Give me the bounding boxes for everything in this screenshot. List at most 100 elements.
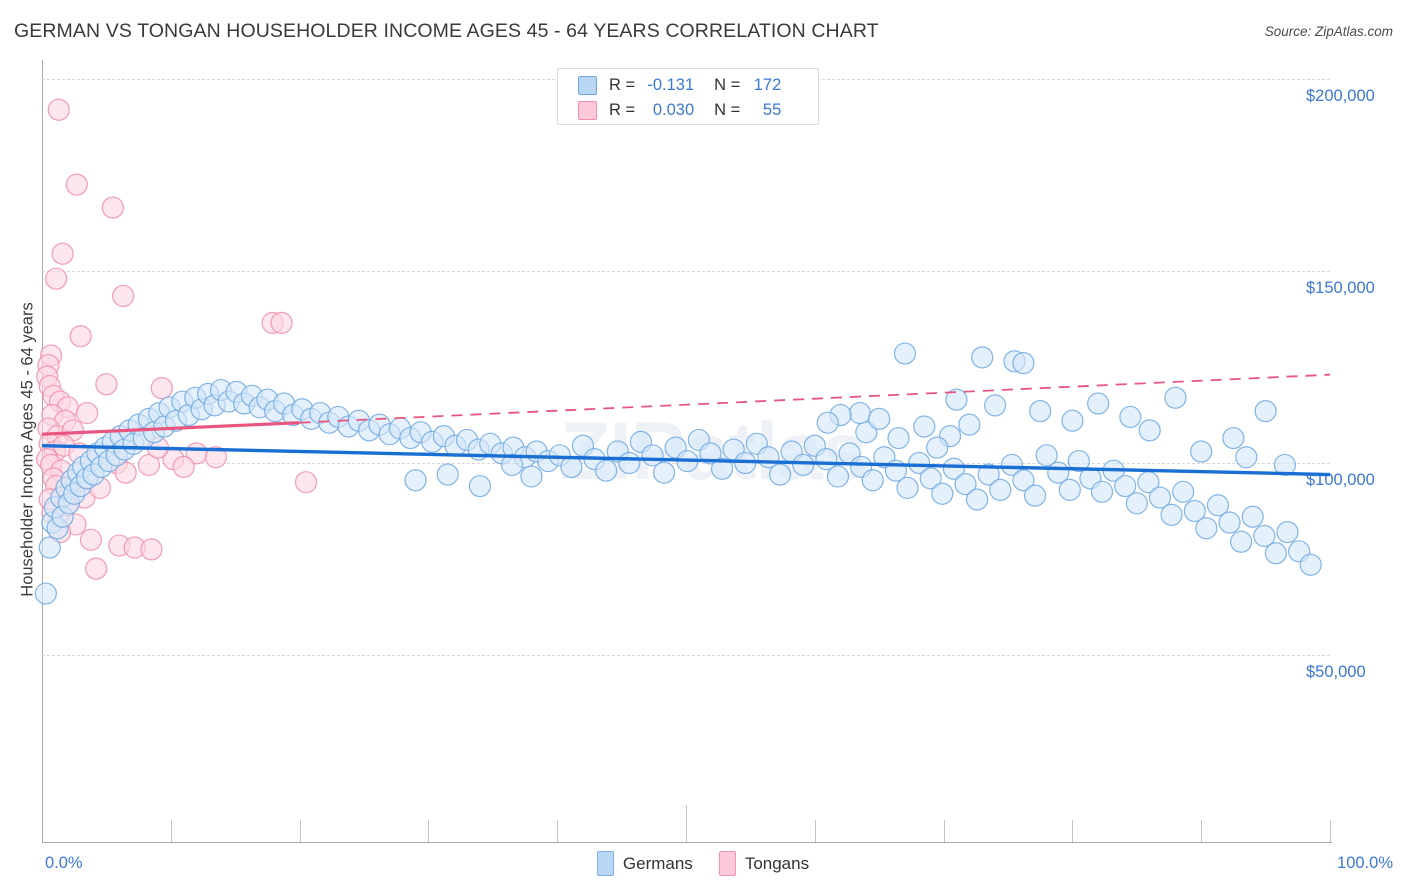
scatter-point <box>838 442 861 465</box>
scatter-point <box>378 423 401 446</box>
scatter-point <box>146 436 170 459</box>
scatter-point <box>122 432 145 455</box>
watermark-part1: ZIP <box>560 406 686 497</box>
y-tick-label-50000: $50,000 <box>1306 663 1366 681</box>
scatter-point <box>792 453 815 477</box>
germans-n-value: 172 <box>753 76 782 94</box>
scatter-point <box>1241 505 1264 528</box>
scatter-point <box>291 398 314 421</box>
scatter-point <box>48 390 72 413</box>
scatter-point <box>1029 400 1052 423</box>
scatter-point <box>931 482 954 505</box>
scatter-point <box>190 398 213 421</box>
scatter-point <box>1114 474 1137 498</box>
scatter-point <box>1206 494 1230 517</box>
scatter-point <box>88 476 112 500</box>
tongans-n-value: 55 <box>762 101 782 119</box>
scatter-point <box>513 446 537 469</box>
scatter-point <box>95 373 118 396</box>
scatter-point <box>1254 400 1277 423</box>
scatter-point <box>1012 352 1035 375</box>
watermark: ZIPatlas <box>560 405 867 499</box>
scatter-point <box>1253 524 1276 548</box>
scatter-point <box>41 511 64 534</box>
x-tick-50 <box>686 805 687 842</box>
scatter-point <box>60 469 83 492</box>
legend-label-tongans: Tongans <box>744 853 810 873</box>
scatter-point <box>46 425 69 448</box>
legend-item-tongans[interactable]: Tongans <box>718 851 810 876</box>
scatter-point <box>829 403 852 427</box>
scatter-point <box>965 488 989 511</box>
y-tick-label-200000: $200,000 <box>1306 87 1375 105</box>
scatter-point <box>1273 453 1297 477</box>
tongans-r-value: 0.030 <box>652 101 695 119</box>
scatter-point <box>54 409 77 432</box>
scatter-point <box>1023 484 1047 507</box>
x-tick-30 <box>428 820 430 842</box>
scatter-point <box>158 396 181 419</box>
scatter-point <box>97 449 121 473</box>
scatter-point <box>1222 426 1245 450</box>
scatter-point <box>583 448 606 471</box>
gridline-50000 <box>42 655 1330 656</box>
scatter-point <box>294 471 318 494</box>
scatter-point <box>248 396 271 419</box>
scatter-point <box>971 346 994 369</box>
scatter-point <box>34 582 57 605</box>
scatter-point <box>39 344 63 367</box>
scatter-point <box>42 467 65 490</box>
scatter-point <box>256 388 279 411</box>
x-tick-label-max: 100.0% <box>1337 854 1393 872</box>
scatter-point <box>63 482 86 505</box>
scatter-point <box>261 311 284 334</box>
scatter-point <box>1061 409 1084 432</box>
page-title: GERMAN VS TONGAN HOUSEHOLDER INCOME AGES… <box>14 20 879 42</box>
scatter-point <box>68 442 91 465</box>
scatter-point <box>56 396 79 419</box>
scatter-point <box>436 463 459 486</box>
legend-item-germans[interactable]: Germans <box>596 851 693 876</box>
scatter-point <box>65 173 88 196</box>
scatter-point <box>745 432 768 455</box>
scatter-point <box>687 428 710 452</box>
scatter-point <box>300 407 323 430</box>
scatter-point <box>560 455 583 478</box>
scatter-point <box>51 505 74 528</box>
x-tick-70 <box>943 820 945 842</box>
scatter-point <box>1012 469 1035 492</box>
scatter-point <box>1079 467 1102 490</box>
correlation-stats-box: R = -0.131 N = 172 R = 0.030 N = 55 <box>557 68 819 125</box>
scatter-point <box>938 425 962 448</box>
scatter-point <box>59 480 82 503</box>
y-axis-line <box>42 60 43 843</box>
scatter-point <box>404 469 427 492</box>
scatter-point <box>1138 419 1161 442</box>
scatter-point <box>896 476 919 500</box>
scatter-point <box>432 425 455 448</box>
scatter-point <box>652 461 676 484</box>
scatter-point <box>203 394 226 417</box>
trend-line-germans <box>41 444 1331 477</box>
scatter-point <box>848 401 871 425</box>
scatter-point <box>958 413 981 436</box>
scatter-point <box>989 478 1012 501</box>
scatter-point <box>108 534 131 557</box>
scatter-point <box>114 461 137 484</box>
scatter-point <box>197 382 220 405</box>
scatter-point <box>368 413 391 436</box>
gridline-150000 <box>42 271 1330 272</box>
scatter-point <box>240 384 264 407</box>
scatter-point <box>1047 461 1070 484</box>
scatter-point <box>606 440 629 463</box>
trend-line-tongans <box>41 421 300 436</box>
scatter-point <box>780 440 803 463</box>
scatter-point <box>1183 499 1206 523</box>
scatter-point <box>676 449 699 473</box>
scatter-point <box>710 457 734 480</box>
scatter-point <box>137 453 160 477</box>
series-germans <box>34 342 1322 605</box>
scatter-point <box>887 426 910 450</box>
scatter-point <box>1119 405 1142 429</box>
